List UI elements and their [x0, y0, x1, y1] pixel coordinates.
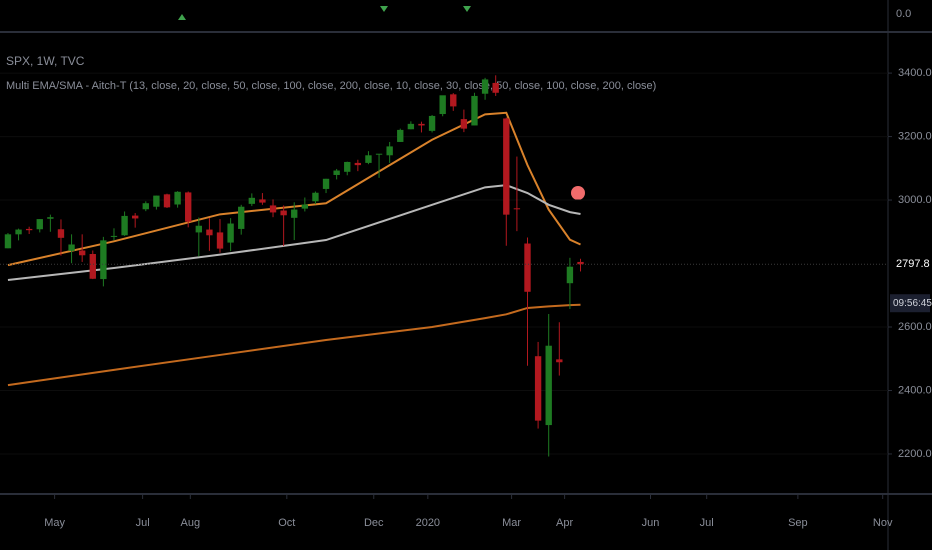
candle-body — [227, 223, 234, 243]
x-tick-label: Jul — [136, 517, 150, 529]
indicator-label: Multi EMA/SMA - Aitch-T (13, close, 20, … — [6, 80, 656, 92]
y-tick-label: 2200.0 — [898, 448, 932, 460]
candle-body — [471, 95, 478, 126]
y-tick-label: 2400.0 — [898, 384, 932, 396]
x-tick-label: Dec — [364, 517, 384, 529]
candle-body — [428, 115, 436, 131]
candle-body — [57, 229, 65, 238]
x-tick-label: Jun — [642, 517, 660, 529]
candle-body — [513, 208, 521, 210]
last-price-label: 2797.8 — [896, 258, 930, 270]
candle-body — [418, 123, 425, 126]
candle-body — [354, 162, 362, 166]
candle-body — [386, 146, 393, 156]
top-pane-label: 0.0 — [896, 8, 911, 20]
candle-body — [216, 232, 224, 249]
candle-body — [78, 250, 86, 256]
candle-body — [577, 261, 584, 265]
ma-line — [7, 184, 581, 282]
candle-body — [566, 266, 574, 284]
x-tick-label: Oct — [278, 517, 295, 529]
y-tick-label: 3200.0 — [898, 130, 932, 142]
candle-body — [206, 229, 213, 236]
x-tick-label: Nov — [873, 517, 893, 529]
candle-body — [397, 129, 404, 142]
ma-line — [7, 111, 581, 267]
candle-body — [407, 123, 415, 130]
x-tick-label: 2020 — [416, 517, 440, 529]
x-tick-label: Apr — [556, 517, 573, 529]
candle-body — [185, 192, 192, 222]
candle-body — [132, 215, 139, 219]
candle-body — [153, 195, 160, 207]
candle-body — [344, 161, 351, 172]
candle-body — [4, 234, 12, 249]
candle-body — [503, 118, 510, 215]
candle-body — [524, 243, 531, 292]
candle-body — [142, 203, 149, 210]
candle-body — [450, 94, 457, 107]
ma-line — [7, 303, 581, 387]
y-tick-label: 3000.0 — [898, 194, 932, 206]
candle-body — [174, 191, 181, 205]
countdown: 09:56:45 — [893, 298, 932, 309]
x-tick-label: Sep — [788, 517, 808, 529]
candle-body — [534, 356, 542, 421]
candle-body — [121, 215, 128, 236]
candle-body — [100, 240, 107, 280]
candle-body — [365, 155, 372, 163]
candle-body — [439, 95, 446, 115]
symbol-label: SPX, 1W, TVC — [6, 54, 85, 68]
x-tick-label: May — [44, 517, 65, 529]
x-tick-label: Jul — [700, 517, 714, 529]
candle-body — [248, 197, 256, 204]
candle-body — [47, 217, 54, 219]
y-tick-label: 2600.0 — [898, 321, 932, 333]
x-tick-label: Aug — [181, 517, 201, 529]
candle-body — [375, 153, 383, 155]
candle-body — [259, 199, 266, 203]
candle-body — [195, 225, 202, 233]
signal-dot — [571, 186, 585, 200]
candle-body — [545, 345, 552, 426]
candle-body — [238, 206, 245, 229]
candle-body — [492, 82, 499, 93]
candle-body — [36, 219, 43, 230]
candle-body — [291, 209, 298, 218]
candle-body — [460, 119, 468, 129]
candle-body — [556, 359, 563, 363]
price-tag — [890, 255, 930, 274]
x-tick-label: Mar — [502, 517, 521, 529]
candle-body — [301, 204, 309, 209]
candle-body — [322, 178, 330, 189]
y-tick-label: 3400.0 — [898, 67, 932, 79]
candle-body — [481, 79, 489, 94]
candle-body — [163, 194, 171, 208]
candle-body — [110, 235, 118, 237]
candle-body — [333, 170, 340, 175]
candle-body — [269, 205, 277, 213]
candle-body — [89, 254, 96, 279]
candle-body — [25, 228, 33, 231]
candle-body — [280, 210, 287, 216]
countdown-tag — [890, 294, 930, 313]
candle-body — [68, 244, 75, 251]
candle-body — [312, 192, 319, 202]
candle-body — [15, 229, 22, 235]
